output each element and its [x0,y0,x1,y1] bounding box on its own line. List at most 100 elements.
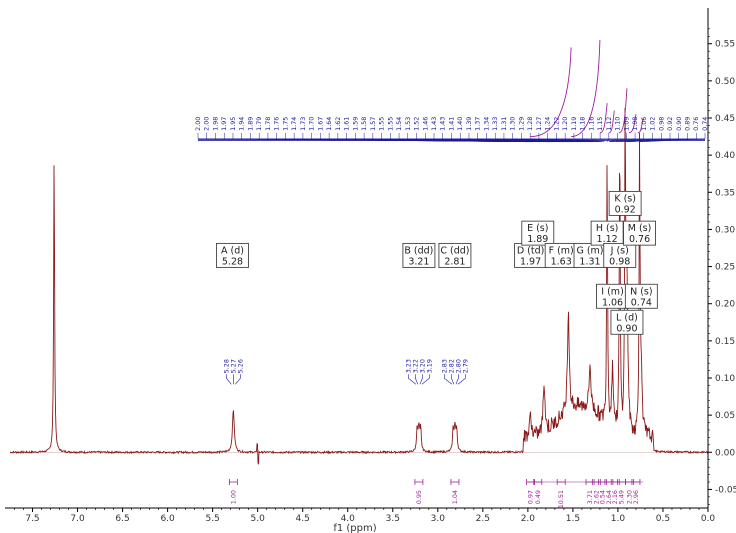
x-tick-label: 1.0 [611,514,626,524]
peak-label: 1.16 [587,117,595,131]
y-tick-label: 0.25 [715,263,735,273]
multiplet-box: E (s)1.89 [521,220,555,246]
multiplet-shift: 1.31 [579,256,600,267]
x-tick-label: 3.0 [431,514,446,524]
multiplet-shift: 1.06 [602,297,623,308]
peak-label: 1.06 [640,117,648,131]
peak-label: 1.41 [448,117,456,131]
multiplet-shift: 1.97 [520,256,541,267]
peak-label: 1.15 [596,117,604,131]
x-tick-label: 1.5 [566,514,580,524]
multiplet-box: B (dd)3.21 [402,242,436,268]
multiplet-shift: 2.81 [444,256,465,267]
peak-label: 1.59 [351,117,359,131]
multiplet-box: H (s)1.12 [590,220,624,246]
multiplet-box-frame [603,242,637,268]
peak-label: 3.22 [411,359,419,373]
peak-label: 2.00 [203,117,211,131]
x-tick-label: 5.5 [205,514,219,524]
peak-label: 1.40 [456,117,464,131]
peak-label: 1.79 [255,117,263,131]
peak-label: 1.08 [631,117,639,131]
x-tick-label: 3.5 [386,514,400,524]
multiplet-box-frame [216,242,249,268]
integral-value: 0.54 [599,490,607,504]
integral-value: 0.97 [527,490,535,504]
multiplet-shift: 0.98 [609,256,630,267]
multiplet-box-frame [608,190,642,216]
integral-value: 5.49 [618,490,626,504]
peak-label: 1.33 [491,117,499,131]
peak-label: 0.90 [675,117,683,131]
multiplet-box: F (m)1.63 [544,242,578,268]
multiplet-box: J (s)0.98 [603,242,637,268]
axes: 7.5 7.0 6.5 6.0 5.5 5.0 4.5 4.0 3.5 3.0 2.5 2.0 1.5 1… [5,8,736,524]
integral-value: 2.96 [632,490,640,504]
multiplet-shift: 1.89 [527,234,548,245]
peak-label: 1.73 [299,117,307,131]
multiplet-shift: 0.90 [616,323,637,334]
x-tick-label: 0.0 [701,514,716,524]
peak-label: 1.97 [220,117,228,131]
integral-curves [530,39,644,138]
peak-label: 1.24 [544,117,552,131]
peak-label: 1.67 [316,117,324,131]
multiplet-label: H (s) [596,223,619,234]
peak-label: 0.92 [666,117,674,131]
multiplet-shift: 0.74 [631,297,652,308]
integral-value: 0.49 [534,490,542,504]
multiplet-label: J (s) [610,245,629,256]
peak-label: 1.53 [404,117,412,131]
y-tick-label: -0.05 [715,485,736,495]
peak-label: 1.55 [386,117,394,131]
peak-leader-line [421,374,430,385]
x-tick-label: 7.0 [70,514,85,524]
peak-label: 2.83 [440,359,448,373]
y-tick-label: 0.45 [715,114,735,124]
multiplet-label: F (m) [549,245,574,256]
multiplet-box: I (m)1.06 [596,283,629,309]
multiplet-label: K (s) [614,193,636,204]
integral-value: 2.62 [592,490,600,504]
multiplet-label: M (s) [628,223,652,234]
peak-label: 1.29 [517,117,525,131]
y-tick-label: 0.35 [715,188,735,198]
peak-label: 0.76 [692,117,700,131]
peak-label: 1.43 [439,117,447,131]
x-tick-label: 5.0 [251,514,266,524]
peak-leader-line [226,374,232,385]
peak-label: 1.75 [281,117,289,131]
peak-label: 2.00 [194,117,202,131]
multiplet-box: G (m)1.31 [573,242,607,268]
peak-label: 1.20 [561,117,569,131]
integral-value: 1.00 [229,490,237,504]
peak-label: 1.19 [570,117,578,131]
multiplet-shift: 0.92 [615,204,636,215]
peak-leader-line [415,374,419,385]
peak-label: 1.28 [526,117,534,131]
peak-label: 5.27 [229,359,237,373]
integral-value: 0.95 [415,490,423,504]
x-tick-label: 0.5 [656,514,670,524]
x-tick-label: 4.0 [341,514,356,524]
x-tick-label: 7.5 [25,514,39,524]
integral-curve [571,39,601,138]
x-tick-label: 2.0 [521,514,536,524]
multiplet-shift: 5.28 [222,256,243,267]
multiplet-label: I (m) [601,286,624,297]
integral-value: 10.51 [557,490,565,508]
peak-label: 1.18 [579,117,587,131]
multiplet-box: K (s)0.92 [608,190,642,216]
peak-label: 1.62 [334,117,342,131]
multiplet-box: L (d)0.90 [610,309,644,335]
y-tick-label: 0.20 [715,300,735,310]
x-tick-label: 6.5 [115,514,129,524]
peak-label: 1.57 [369,117,377,131]
integral-labels: 1.00 0.95 1.04 0.97 0.49 10.51 3.712.620.542.6… [228,479,644,508]
peak-label: 3.19 [425,359,433,373]
peak-label: 1.95 [229,117,237,131]
multiplet-shift: 0.76 [629,234,650,245]
multiplet-shift: 1.63 [551,256,572,267]
peak-label: 1.30 [509,117,517,131]
